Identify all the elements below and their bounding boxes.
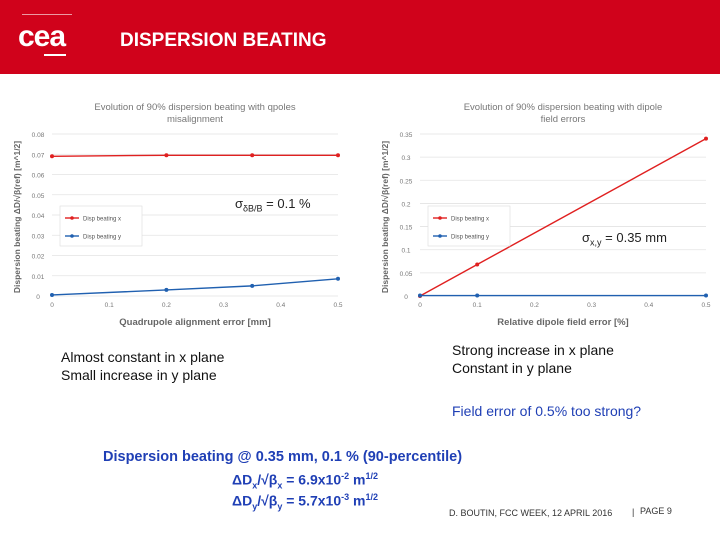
x-tick-label: 0.4 [644,302,653,309]
y-tick-label: 0.35 [400,132,413,139]
y-tick-label: 0.04 [32,213,45,220]
chart-title: Evolution of 90% dispersion beating with… [464,102,663,113]
chart-title: field errors [541,114,586,125]
x-tick-label: 0.1 [105,302,114,309]
x-tick-label: 0 [418,302,422,309]
right-observation: Strong increase in x plane Constant in y… [452,341,614,377]
sigma-alignment-annotation: σx,y = 0.35 mm [580,230,669,248]
cea-logo: cea [18,20,66,53]
data-point [704,136,708,141]
x-tick-label: 0.1 [473,302,482,309]
data-point [250,153,255,158]
x-tick-label: 0 [50,302,54,309]
legend-label: Disp beating x [451,217,489,223]
series-line-x [51,154,338,157]
summary-heading: Dispersion beating @ 0.35 mm, 0.1 % (90-… [103,449,463,465]
legend-label: Disp beating y [451,235,489,241]
chart-quadrupole-misalignment: Evolution of 90% dispersion beating with… [8,96,348,332]
y-tick-label: 0 [36,294,40,301]
legend-marker [438,234,442,238]
footer-page-number: PAGE 9 [640,506,672,516]
y-tick-label: 0.07 [32,152,45,159]
x-tick-label: 0.2 [162,302,171,309]
right-observation-line2: Constant in y plane [452,360,572,376]
summary-dx: ΔDx/√βx = 6.9x10-2 m1/2 [232,471,378,491]
data-point [250,283,255,288]
x-tick-label: 0.4 [276,302,285,309]
data-point [336,153,340,158]
x-tick-label: 0.5 [333,302,342,309]
legend-box [427,205,511,247]
y-tick-label: 0.05 [400,271,413,278]
chart-dipole-field-error: Evolution of 90% dispersion beating with… [376,96,716,332]
y-tick-label: 0.2 [401,201,410,208]
data-point [418,293,422,298]
chart-svg: Evolution of 90% dispersion beating with… [376,96,716,332]
header-bar: cea DISPERSION BEATING [0,0,720,74]
y-tick-label: 0.06 [32,173,45,180]
chart-background [376,96,716,332]
legend-label: Disp beating x [83,217,121,223]
chart-title: misalignment [167,114,223,125]
series-line-y [51,278,339,296]
x-tick-label: 0.3 [219,302,228,309]
x-axis-label: Quadrupole alignment error [mm] [119,317,271,328]
right-observation-line1: Strong increase in x plane [452,342,614,358]
data-point [164,153,169,158]
data-point [50,154,54,159]
y-tick-label: 0 [404,294,408,301]
sigma-dipole-annotation: σδB/B = 0.1 % [233,196,313,214]
legend-marker [70,234,74,238]
chart-background [8,96,348,332]
legend-marker [70,216,74,220]
chart-title: Evolution of 90% dispersion beating with… [94,102,295,113]
legend-label: Disp beating y [83,235,121,241]
data-point [475,262,480,267]
y-tick-label: 0.01 [32,274,45,281]
data-point [704,293,708,298]
footer-credit: D. BOUTIN, FCC WEEK, 12 APRIL 2016 [449,508,613,518]
chart-svg: Evolution of 90% dispersion beating with… [8,96,348,332]
logo-tagline [22,14,72,17]
legend-box [59,205,143,247]
y-axis-label: Dispersion beating ΔD/√β(ref) [m^1/2] [12,141,22,293]
y-tick-label: 0.05 [32,193,45,200]
y-tick-label: 0.08 [32,132,45,139]
left-observation-line1: Almost constant in x plane [61,349,225,365]
legend-marker [438,216,442,220]
y-tick-label: 0.3 [401,155,410,162]
x-axis-label: Relative dipole field error [%] [497,317,628,328]
field-error-question: Field error of 0.5% too strong? [452,403,642,419]
summary-dy: ΔDy/√βy = 5.7x10-3 m1/2 [232,492,378,512]
y-tick-label: 0.1 [401,248,410,255]
x-tick-label: 0.3 [587,302,596,309]
left-observation: Almost constant in x plane Small increas… [61,348,224,384]
x-tick-label: 0.2 [530,302,539,309]
slide-title: DISPERSION BEATING [120,30,327,51]
footer-separator: | [632,507,635,517]
logo-underline [44,54,66,56]
y-axis-label: Dispersion beating ΔD/√β(ref) [m^1/2] [380,141,390,293]
y-tick-label: 0.03 [32,233,45,240]
data-point [164,287,169,292]
data-point [50,292,54,297]
left-observation-line2: Small increase in y plane [61,367,217,383]
data-point [336,276,340,281]
x-tick-label: 0.5 [701,302,710,309]
data-point [475,293,480,298]
y-tick-label: 0.15 [400,225,413,232]
y-tick-label: 0.02 [32,254,45,261]
y-tick-label: 0.25 [400,178,413,185]
